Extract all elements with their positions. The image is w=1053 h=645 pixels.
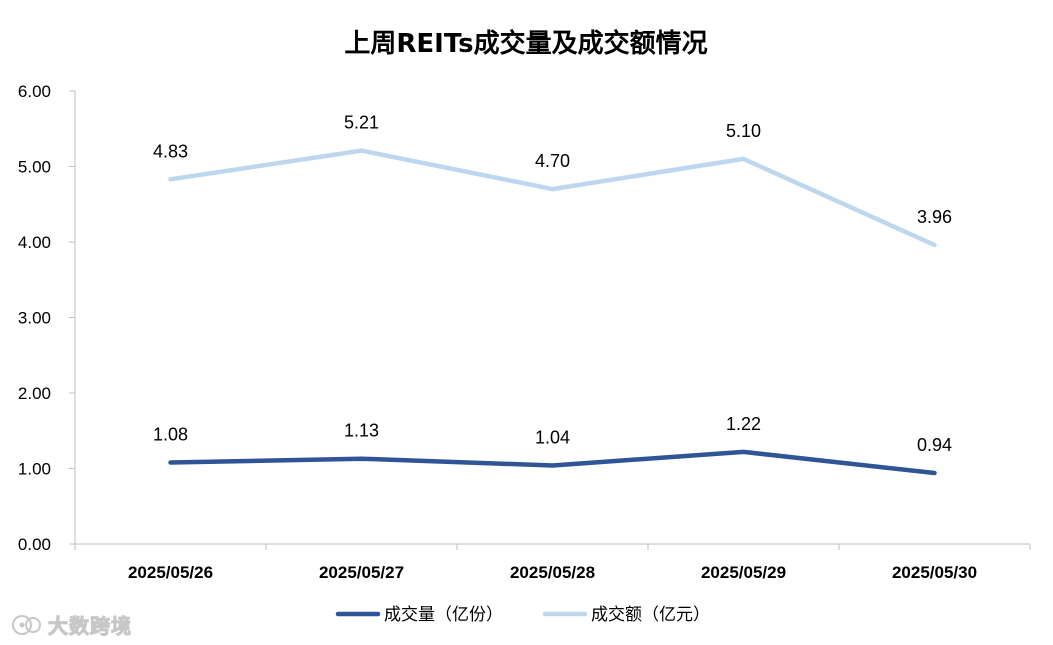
y-tick-label: 1.00 bbox=[18, 460, 51, 479]
y-tick-label: 5.00 bbox=[18, 158, 51, 177]
data-label: 5.21 bbox=[344, 113, 379, 133]
watermark: 大数跨境 bbox=[10, 610, 132, 639]
x-tick-label: 2025/05/26 bbox=[128, 563, 213, 582]
data-label: 1.22 bbox=[726, 414, 761, 434]
x-tick-label: 2025/05/29 bbox=[701, 563, 786, 582]
y-tick-label: 0.00 bbox=[18, 535, 51, 554]
series-layer bbox=[168, 148, 937, 476]
series-line-2 bbox=[168, 148, 937, 248]
data-label: 4.83 bbox=[153, 141, 188, 161]
y-tick-label: 4.00 bbox=[18, 233, 51, 252]
data-label: 0.94 bbox=[917, 435, 952, 455]
data-label: 3.96 bbox=[917, 207, 952, 227]
data-label: 4.70 bbox=[535, 151, 570, 171]
logo-icon bbox=[12, 614, 41, 635]
series-line-1 bbox=[168, 449, 937, 476]
x-tick-label: 2025/05/30 bbox=[892, 563, 977, 582]
chart-title: 上周REITs成交量及成交额情况 bbox=[344, 28, 707, 59]
x-tick-label: 2025/05/28 bbox=[510, 563, 595, 582]
data-labels: 1.08 1.13 1.04 1.22 0.94 4.83 5.21 4.70 5.10 3.96 bbox=[153, 113, 952, 455]
data-label: 1.04 bbox=[535, 427, 570, 447]
legend-label: 成交量（亿份） bbox=[384, 605, 503, 625]
axes: 0.00 1.00 2.00 3.00 4.00 5.00 6.00 2025/05/26 20… bbox=[18, 82, 1031, 582]
y-tick-label: 3.00 bbox=[18, 309, 51, 328]
x-tick-label: 2025/05/27 bbox=[319, 563, 404, 582]
data-label: 1.13 bbox=[344, 421, 379, 441]
legend: 成交量（亿份） 成交额（亿元） bbox=[335, 605, 710, 625]
legend-label: 成交额（亿元） bbox=[591, 605, 710, 625]
y-tick-label: 2.00 bbox=[18, 384, 51, 403]
data-label: 5.10 bbox=[726, 121, 761, 141]
data-label: 1.08 bbox=[153, 424, 188, 444]
y-tick-label: 6.00 bbox=[18, 82, 51, 101]
watermark-text: 大数跨境 bbox=[48, 614, 132, 639]
